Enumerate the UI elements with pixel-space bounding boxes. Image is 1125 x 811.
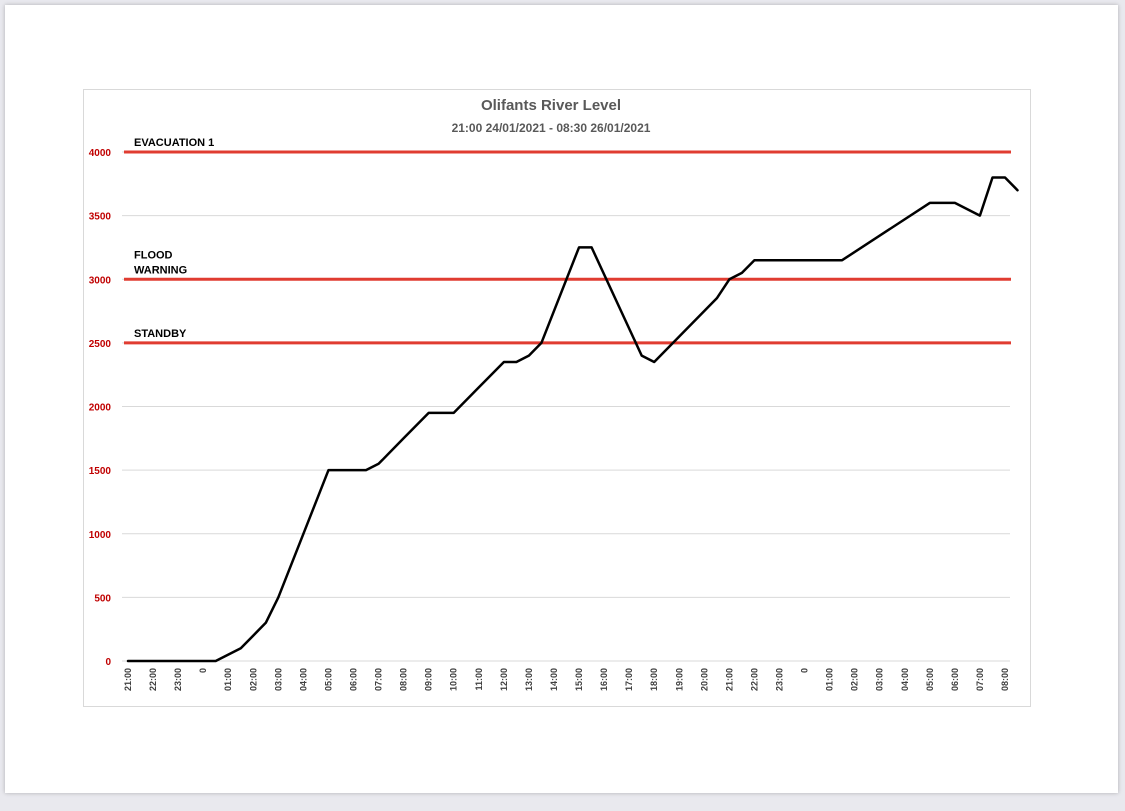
x-tick-label: 15:00 [574, 668, 584, 691]
chart-area [83, 89, 1031, 707]
x-tick-label: 19:00 [674, 668, 684, 691]
y-tick-label: 500 [94, 593, 111, 604]
y-tick-label: 1000 [89, 530, 112, 541]
y-tick-label: 2500 [89, 339, 112, 350]
x-tick-label: 16:00 [599, 668, 609, 691]
x-tick-label: 03:00 [875, 668, 885, 691]
x-tick-label: 10:00 [449, 668, 459, 691]
y-tick-label: 2000 [89, 403, 112, 414]
x-tick-label: 13:00 [524, 668, 534, 691]
x-tick-label: 06:00 [349, 668, 359, 691]
x-tick-label: 02:00 [850, 668, 860, 691]
x-tick-label: 20:00 [699, 668, 709, 691]
x-tick-label: 03:00 [273, 668, 283, 691]
x-tick-label: 23:00 [774, 668, 784, 691]
x-tick-label: 0 [800, 668, 810, 673]
chart-title: Olifants River Level [481, 97, 621, 114]
threshold-label: EVACUATION 1 [134, 137, 214, 149]
x-tick-label: 21:00 [724, 668, 734, 691]
x-tick-label: 22:00 [148, 668, 158, 691]
x-tick-label: 08:00 [1000, 668, 1010, 691]
threshold-label: STANDBY [134, 328, 187, 340]
x-tick-label: 07:00 [975, 668, 985, 691]
chart-subtitle: 21:00 24/01/2021 - 08:30 26/01/2021 [452, 121, 651, 135]
y-tick-label: 1500 [89, 466, 112, 477]
y-tick-label: 3500 [89, 212, 112, 223]
x-tick-label: 17:00 [624, 668, 634, 691]
threshold-lines: EVACUATION 1 FLOOD WARNING STANDBY [124, 137, 1011, 345]
x-tick-label: 05:00 [925, 668, 935, 691]
x-tick-label: 14:00 [549, 668, 559, 691]
threshold-label: WARNING [134, 264, 187, 276]
x-tick-label: 01:00 [223, 668, 233, 691]
x-tick-label: 22:00 [749, 668, 759, 691]
y-tick-label: 0 [105, 657, 111, 668]
x-tick-label: 0 [198, 668, 208, 673]
x-tick-label: 11:00 [474, 668, 484, 691]
x-tick-label: 01:00 [825, 668, 835, 691]
x-tick-label: 21:00 [123, 668, 133, 691]
y-tick-label: 3000 [89, 275, 112, 286]
threshold-label: FLOOD [134, 249, 173, 261]
x-axis: 21:00 22:00 23:00 0 01:00 02:00 03:00 04:00 05:0… [123, 668, 1010, 691]
x-tick-label: 07:00 [374, 668, 384, 691]
y-tick-label: 4000 [89, 148, 112, 159]
x-tick-label: 02:00 [248, 668, 258, 691]
x-tick-label: 04:00 [900, 668, 910, 691]
x-tick-label: 05:00 [323, 668, 333, 691]
series-line [126, 176, 1019, 663]
gridlines [122, 151, 1010, 662]
x-tick-label: 08:00 [399, 668, 409, 691]
series-layer [126, 176, 1019, 663]
x-tick-label: 09:00 [424, 668, 434, 691]
x-tick-label: 18:00 [649, 668, 659, 691]
x-tick-label: 04:00 [298, 668, 308, 691]
x-tick-label: 12:00 [499, 668, 509, 691]
x-tick-label: 23:00 [173, 668, 183, 691]
x-tick-label: 06:00 [950, 668, 960, 691]
y-axis: 0 500 1000 1500 2000 2500 3000 3500 4000 [89, 148, 112, 668]
